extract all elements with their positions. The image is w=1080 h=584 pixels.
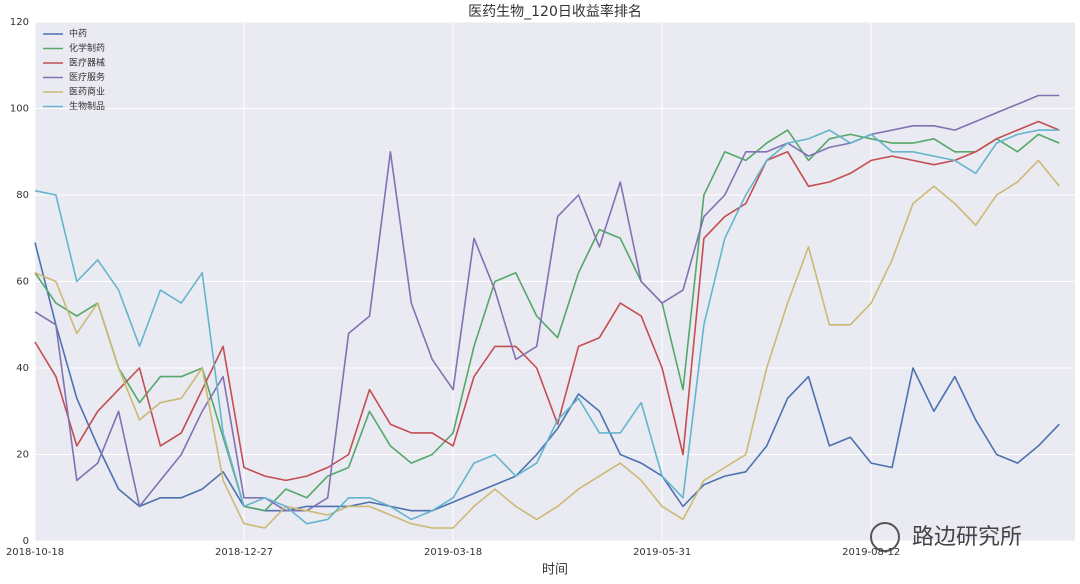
series-line xyxy=(34,94,1060,512)
x-tick-label: 2019-05-31 xyxy=(633,547,691,558)
series-line xyxy=(34,129,1060,525)
x-tick-label: 2018-10-18 xyxy=(6,547,64,558)
y-tick-label: 100 xyxy=(10,104,29,115)
grid xyxy=(34,21,1075,542)
series-line xyxy=(34,129,1060,512)
y-tick-label: 80 xyxy=(16,190,29,201)
legend-label: 生物制品 xyxy=(69,100,105,112)
x-tick-label: 2018-12-27 xyxy=(215,547,273,558)
legend-label: 医药商业 xyxy=(69,86,105,98)
legend-label: 医疗服务 xyxy=(69,71,105,83)
y-tick-label: 60 xyxy=(16,277,29,288)
x-tick-label: 2019-08-12 xyxy=(842,547,900,558)
legend-label: 化学制药 xyxy=(69,42,105,54)
x-tick-label: 2019-03-18 xyxy=(424,547,482,558)
watermark-icon xyxy=(870,522,900,552)
y-tick-label: 120 xyxy=(10,17,29,28)
legend-label: 中药 xyxy=(69,28,87,40)
watermark: 路边研究所 xyxy=(912,525,1022,550)
y-tick-label: 20 xyxy=(16,450,29,461)
x-axis-label: 时间 xyxy=(542,563,568,578)
series-line xyxy=(34,159,1060,529)
lines xyxy=(34,94,1060,529)
chart-title: 医药生物_120日收益率排名 xyxy=(468,3,642,20)
y-tick-label: 40 xyxy=(16,363,29,374)
legend-label: 医疗器械 xyxy=(69,57,105,69)
y-tick-label: 0 xyxy=(23,536,29,547)
